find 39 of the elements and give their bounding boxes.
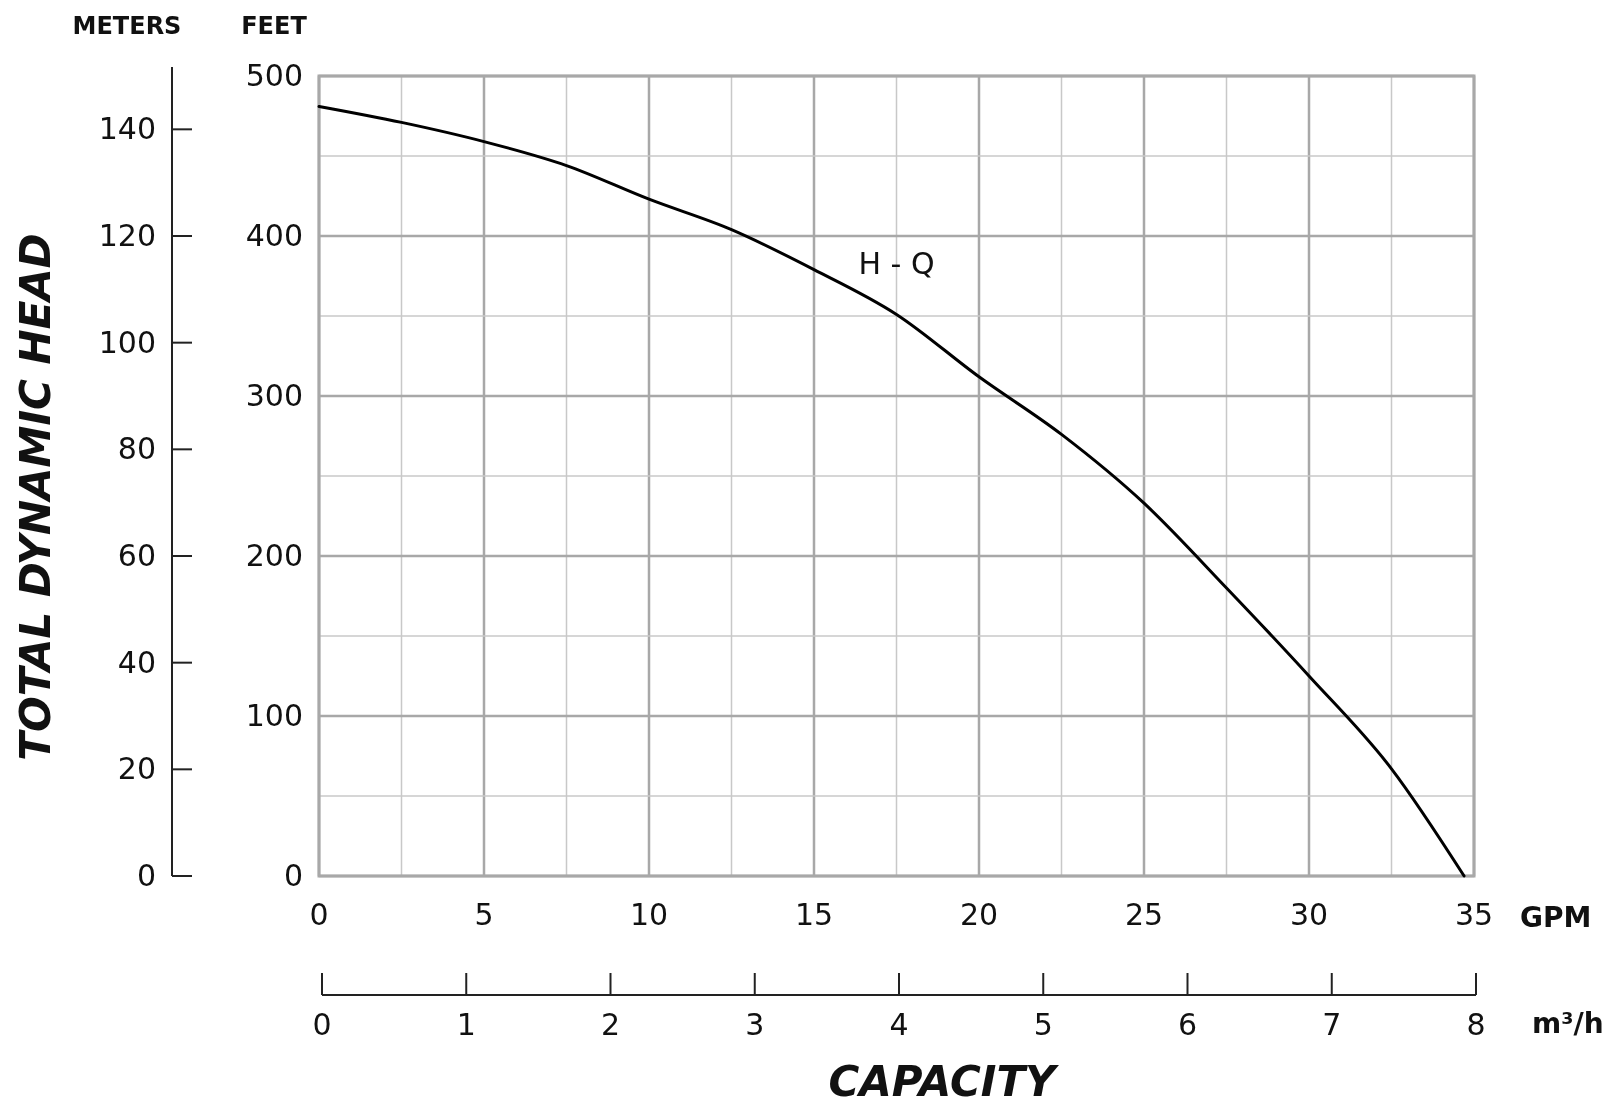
x2-tick-label: 8 bbox=[1466, 1007, 1486, 1042]
y-tick-label: 200 bbox=[245, 538, 303, 573]
y-tick-label: 400 bbox=[245, 218, 303, 253]
y2-tick-label: 120 bbox=[98, 218, 156, 253]
x-tick-label: 35 bbox=[1454, 897, 1494, 932]
x-tick-label: 20 bbox=[959, 897, 999, 932]
y-tick-label: 0 bbox=[283, 858, 303, 893]
text: CAPACITY bbox=[828, 1057, 1060, 1103]
x2-tick-label: 4 bbox=[889, 1007, 909, 1042]
line-series bbox=[317, 104, 1466, 878]
y2-tick-label: 80 bbox=[117, 431, 156, 467]
y2-tick-label: 140 bbox=[98, 111, 156, 147]
x2-tick-label: 0 bbox=[312, 1007, 332, 1042]
text: TOTAL DYNAMIC HEAD bbox=[11, 233, 60, 761]
x-tick-label: 5 bbox=[474, 897, 494, 932]
x-tick-label: 10 bbox=[629, 897, 669, 932]
y-tick-label: 500 bbox=[245, 58, 303, 93]
y2-axis-title: METERS bbox=[72, 12, 182, 40]
x-tick-label: 25 bbox=[1124, 897, 1164, 932]
y2-tick-label: 100 bbox=[98, 324, 156, 360]
x2-tick-label: 3 bbox=[745, 1007, 765, 1042]
x2-tick-label: 2 bbox=[600, 1007, 621, 1042]
x2-tick-label: 7 bbox=[1322, 1007, 1342, 1042]
x-tick-label: 30 bbox=[1289, 897, 1329, 932]
y2-tick-label: 40 bbox=[117, 644, 156, 680]
x2-tick-label: 6 bbox=[1177, 1007, 1198, 1042]
y-tick-label: 300 bbox=[245, 378, 303, 413]
x2-tick-label: 5 bbox=[1033, 1007, 1053, 1042]
y2-tick-label: 0 bbox=[136, 858, 156, 893]
x-axis-title: GPM bbox=[1520, 901, 1592, 934]
x-tick-label: 15 bbox=[794, 897, 834, 932]
y2-tick-label: 60 bbox=[117, 538, 156, 573]
y-axis-title: FEET bbox=[241, 12, 308, 40]
y2-tick-label: 20 bbox=[117, 751, 156, 787]
y-tick-label: 100 bbox=[245, 698, 303, 733]
series-label: H - Q bbox=[858, 246, 935, 282]
x-tick-label: 0 bbox=[309, 897, 329, 932]
x2-tick-label: 1 bbox=[456, 1007, 476, 1042]
x2-axis-title: m³/h bbox=[1532, 1007, 1604, 1040]
